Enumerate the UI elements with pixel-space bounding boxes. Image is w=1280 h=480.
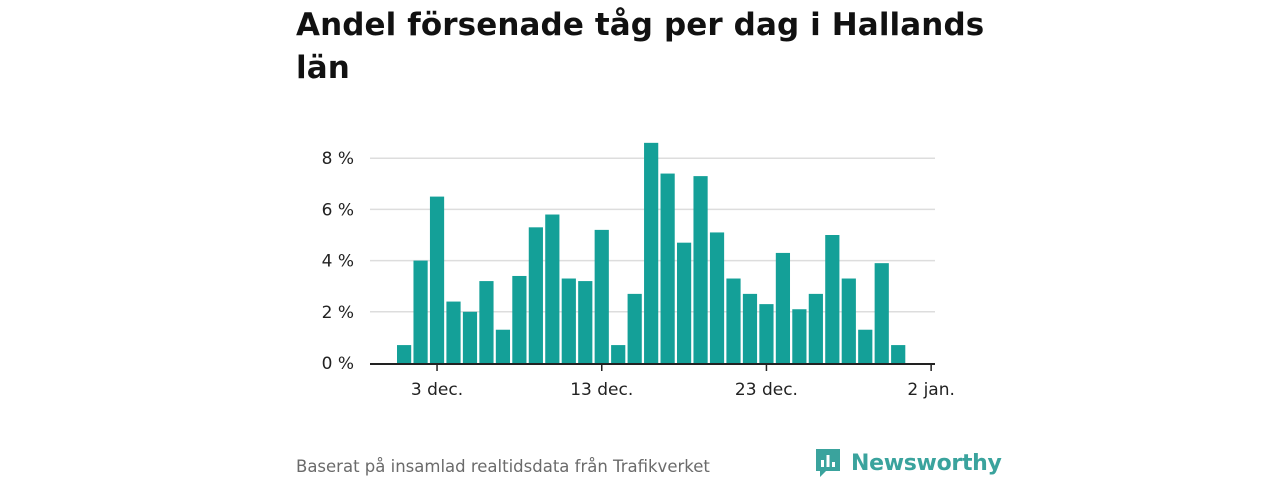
bar — [742, 293, 758, 363]
bar — [825, 235, 840, 363]
bar — [545, 214, 560, 363]
bar — [709, 232, 725, 363]
bar — [891, 345, 906, 363]
y-axis-labels: 0 % 2 % 4 % 6 % 8 % — [322, 149, 354, 374]
bar — [429, 196, 445, 363]
bar — [775, 252, 791, 363]
bar — [495, 329, 511, 363]
brand-name: Newsworthy — [851, 450, 1002, 476]
bar — [874, 263, 889, 363]
y-tick-label: 0 % — [322, 354, 354, 374]
chart-title: Andel försenade tåg per dag i Hallands l… — [296, 7, 985, 86]
bar-chart: 0 % 2 % 4 % 6 % 8 % 3 dec. 13 dec. 23 dec. 2 ja… — [322, 142, 955, 400]
newsworthy-logo[interactable]: Newsworthy — [814, 446, 1002, 480]
bar — [858, 329, 873, 363]
bar — [479, 281, 494, 363]
bar — [644, 142, 659, 363]
bar — [693, 176, 708, 363]
x-tick-label: 13 dec. — [570, 380, 633, 400]
bar — [594, 229, 609, 363]
bar — [841, 278, 856, 363]
y-tick-label: 2 % — [322, 303, 354, 323]
bar — [561, 278, 576, 363]
y-tick-label: 6 % — [322, 200, 354, 220]
bar — [528, 227, 543, 363]
bar — [578, 281, 593, 363]
bar — [808, 293, 823, 363]
bar — [726, 278, 741, 363]
source-note: Baserat på insamlad realtidsdata från Tr… — [296, 457, 710, 476]
bar — [397, 345, 412, 363]
bar — [446, 301, 461, 363]
bar — [462, 311, 478, 363]
bars — [397, 142, 906, 363]
y-tick-label: 8 % — [322, 149, 354, 169]
x-tick-label: 23 dec. — [735, 380, 798, 400]
bar — [627, 293, 642, 363]
x-tick-label: 2 jan. — [907, 380, 955, 400]
y-tick-label: 4 % — [322, 252, 354, 272]
bar — [676, 242, 692, 363]
x-tick-label: 3 dec. — [411, 380, 463, 400]
bar — [792, 309, 807, 363]
bar — [413, 260, 428, 363]
x-axis: 3 dec. 13 dec. 23 dec. 2 jan. — [370, 363, 955, 400]
bar — [660, 173, 675, 363]
newsworthy-logo-icon — [816, 449, 840, 477]
bar — [611, 345, 626, 363]
bar — [512, 275, 527, 363]
bar — [759, 304, 774, 363]
